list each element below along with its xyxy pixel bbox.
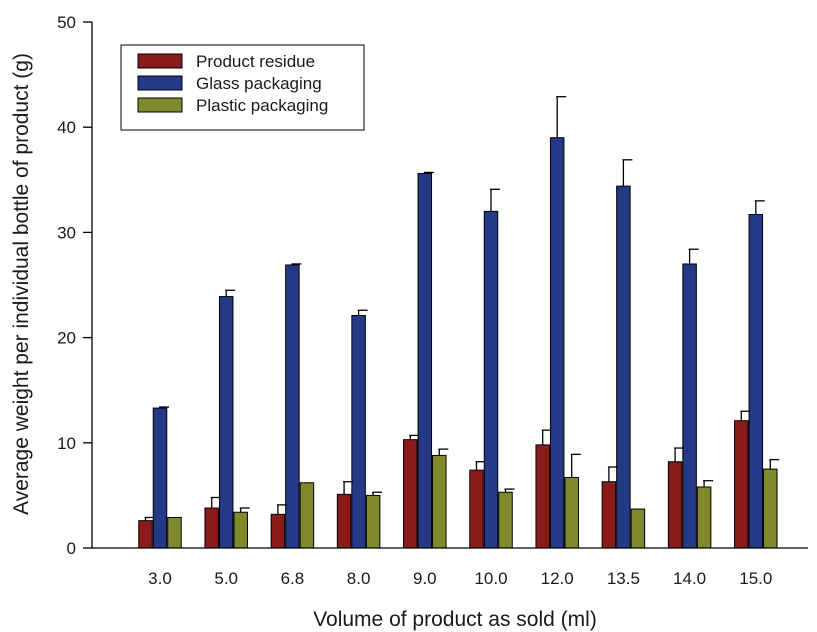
bars-layer bbox=[138, 137, 778, 549]
x-tick-label: 5.0 bbox=[214, 569, 238, 588]
y-tick-label: 0 bbox=[67, 539, 76, 558]
bar-plastic-packaging-15.0 bbox=[763, 468, 778, 549]
bar-glass-packaging-6.8 bbox=[285, 264, 300, 549]
x-tick-label: 9.0 bbox=[413, 569, 437, 588]
x-tick-label: 8.0 bbox=[347, 569, 371, 588]
legend-swatch bbox=[137, 53, 183, 69]
legend-label: Product residue bbox=[196, 52, 315, 71]
y-tick-label: 40 bbox=[57, 118, 76, 137]
bar-product-residue-9.0 bbox=[403, 439, 418, 549]
bar-plastic-packaging-9.0 bbox=[432, 454, 447, 549]
legend: Product residue Glass packaging Plastic pa… bbox=[120, 44, 365, 131]
bar-product-residue-6.8 bbox=[270, 513, 286, 549]
bar-product-residue-5.0 bbox=[204, 507, 219, 549]
bar-glass-packaging-12.0 bbox=[549, 137, 565, 549]
bar-glass-packaging-8.0 bbox=[351, 315, 366, 549]
bar-product-residue-12.0 bbox=[535, 444, 550, 549]
bar-plastic-packaging-10.0 bbox=[498, 491, 513, 549]
x-axis-title: Volume of product as sold (ml) bbox=[313, 608, 597, 631]
y-tick-label: 20 bbox=[57, 329, 76, 348]
y-axis-title: Average weight per individual bottle of … bbox=[10, 53, 33, 515]
bar-product-residue-13.5 bbox=[601, 481, 617, 549]
legend-label: Glass packaging bbox=[196, 74, 322, 93]
x-tick-label: 12.0 bbox=[541, 569, 574, 588]
bar-product-residue-10.0 bbox=[469, 469, 484, 549]
legend-swatch bbox=[137, 97, 183, 113]
bar-plastic-packaging-3.0 bbox=[167, 516, 182, 549]
x-tick-label: 14.0 bbox=[673, 569, 706, 588]
x-tick-label: 6.8 bbox=[281, 569, 305, 588]
bar-glass-packaging-15.0 bbox=[748, 214, 764, 549]
y-tick-label: 50 bbox=[57, 13, 76, 32]
bar-product-residue-8.0 bbox=[336, 493, 352, 549]
bar-product-residue-15.0 bbox=[734, 420, 749, 549]
bar-glass-packaging-9.0 bbox=[417, 172, 433, 549]
bar-glass-packaging-10.0 bbox=[483, 210, 499, 549]
bar-glass-packaging-13.5 bbox=[616, 185, 631, 549]
legend-label: Plastic packaging bbox=[196, 96, 328, 115]
error-bars-layer bbox=[144, 96, 780, 521]
x-tick-label: 15.0 bbox=[739, 569, 772, 588]
bar-plastic-packaging-8.0 bbox=[365, 494, 381, 549]
bar-plastic-packaging-14.0 bbox=[696, 486, 712, 549]
bar-glass-packaging-3.0 bbox=[152, 407, 168, 549]
axes-layer: 0 10 20 30 40 50 3.0 5.0 6.8 8.0 9.0 10.0 12.0 13.5 14… bbox=[57, 13, 808, 588]
y-tick-label: 10 bbox=[57, 434, 76, 453]
bar-glass-packaging-14.0 bbox=[682, 263, 697, 549]
bar-plastic-packaging-12.0 bbox=[564, 477, 579, 549]
bar-product-residue-14.0 bbox=[667, 461, 683, 549]
bar-plastic-packaging-6.8 bbox=[299, 482, 315, 549]
bar-plastic-packaging-13.5 bbox=[630, 508, 646, 549]
x-tick-label: 13.5 bbox=[607, 569, 640, 588]
bar-product-residue-3.0 bbox=[138, 520, 153, 549]
bar-glass-packaging-5.0 bbox=[218, 296, 234, 549]
bar-plastic-packaging-5.0 bbox=[233, 511, 248, 549]
legend-swatch bbox=[137, 75, 183, 91]
x-tick-label: 10.0 bbox=[474, 569, 507, 588]
x-tick-label: 3.0 bbox=[148, 569, 172, 588]
y-tick-label: 30 bbox=[57, 223, 76, 242]
